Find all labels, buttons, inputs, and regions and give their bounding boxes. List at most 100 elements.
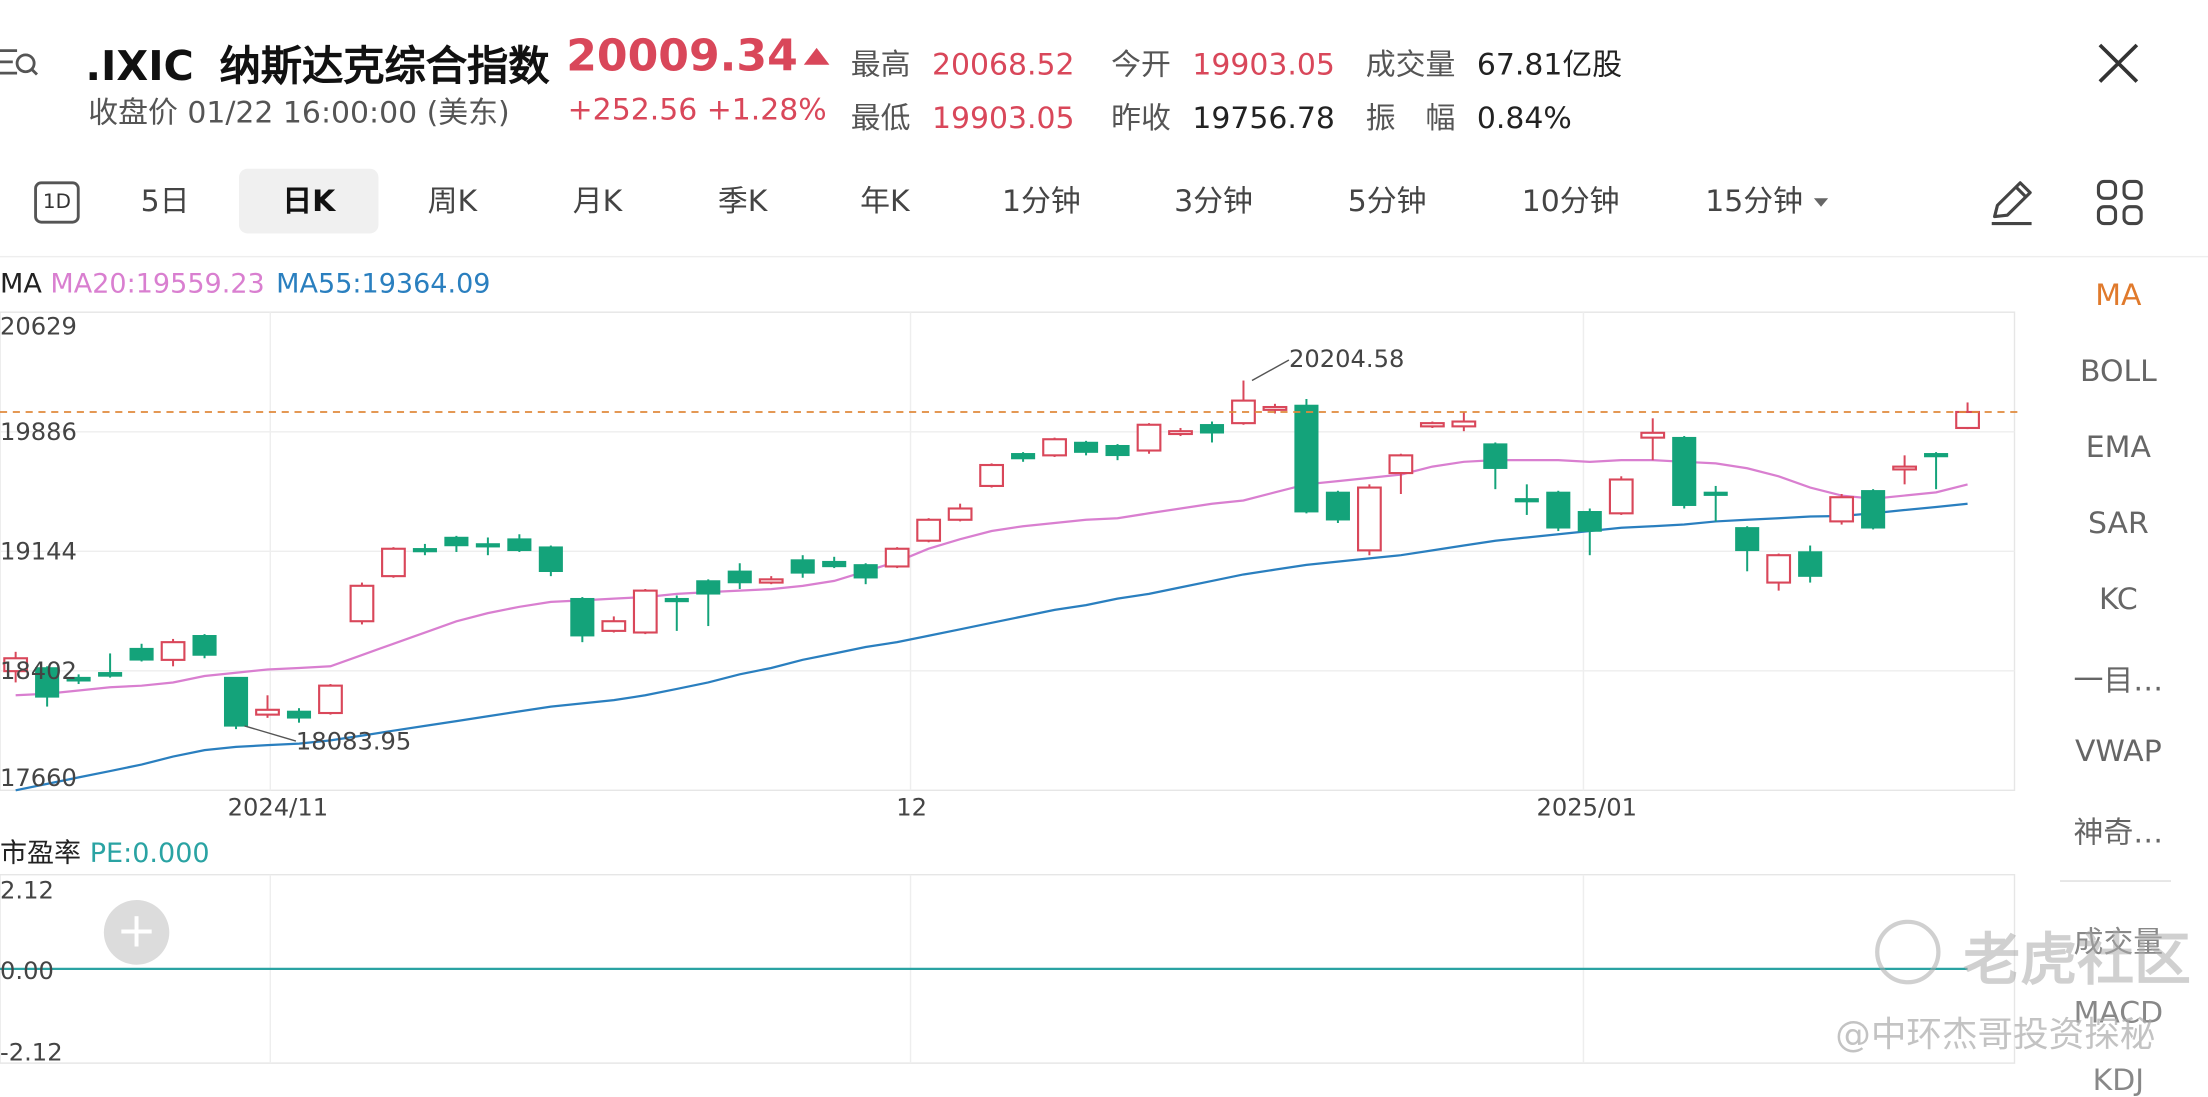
tab-5day[interactable]: 5日 bbox=[140, 184, 190, 218]
tab-5min[interactable]: 5分钟 bbox=[1347, 184, 1427, 218]
close-icon[interactable] bbox=[2091, 37, 2145, 90]
indicator-vwap[interactable]: VWAP bbox=[2074, 734, 2162, 768]
tab-10min[interactable]: 10分钟 bbox=[1521, 184, 1620, 218]
candle-body-down bbox=[853, 564, 878, 579]
y-tick-label: 18402 bbox=[0, 658, 77, 687]
candle-body-up bbox=[1262, 405, 1288, 411]
candle-body-down bbox=[1798, 551, 1823, 577]
indicator-kdj[interactable]: KDJ bbox=[2092, 1063, 2145, 1097]
annotations bbox=[0, 359, 2021, 742]
ma20-value: MA20:19559.23 bbox=[50, 268, 265, 300]
tab-15min-label: 15分钟 bbox=[1705, 184, 1804, 218]
tab-yearly-k[interactable]: 年K bbox=[860, 184, 910, 218]
candle-body-up bbox=[1892, 465, 1918, 471]
indicator-ichimoku[interactable]: 一目… bbox=[2073, 663, 2164, 698]
candle-body-up bbox=[601, 620, 627, 632]
tabbar-divider bbox=[0, 255, 2208, 258]
candle-body-down bbox=[1074, 441, 1099, 453]
candle-body-down bbox=[822, 560, 847, 568]
candle-body-up bbox=[1136, 423, 1162, 452]
stat-value: 19903.05 bbox=[931, 101, 1075, 135]
tab-1min[interactable]: 1分钟 bbox=[1002, 184, 1081, 218]
candle-body-up bbox=[349, 584, 375, 623]
last-price: 20009.34 bbox=[566, 31, 830, 82]
stat-volume: 成交量 67.81亿股 bbox=[1366, 42, 1622, 84]
tab-weekly-k[interactable]: 周K bbox=[427, 184, 478, 218]
candle-body-down bbox=[98, 672, 123, 677]
candle-body-down bbox=[1514, 498, 1539, 503]
candle-body-down bbox=[727, 570, 752, 584]
candle-body-up bbox=[1640, 431, 1666, 439]
indicator-ma[interactable]: MA bbox=[2095, 278, 2142, 313]
candle-body-down bbox=[444, 536, 469, 547]
stat-high: 最高 20068.52 bbox=[851, 42, 1075, 84]
kline-chart[interactable] bbox=[0, 0, 2034, 1080]
x-tick-label: 2025/01 bbox=[1536, 794, 1637, 823]
draw-pencil-icon[interactable] bbox=[1986, 177, 2037, 228]
candle-body-down bbox=[223, 676, 249, 727]
candle-body-up bbox=[1042, 438, 1067, 457]
indicator-boll[interactable]: BOLL bbox=[2079, 354, 2157, 389]
high-annotation-leader bbox=[1251, 359, 1290, 382]
arrow-up-icon bbox=[803, 47, 830, 65]
candle-body-down bbox=[790, 559, 815, 574]
indicator-volume[interactable]: 成交量 bbox=[2073, 925, 2164, 960]
stat-value: 19903.05 bbox=[1192, 47, 1335, 82]
candle-body-up bbox=[381, 547, 406, 578]
candle-body-down bbox=[1924, 453, 1949, 458]
candle-body-down bbox=[1483, 443, 1508, 469]
stat-prev-close: 昨收 19756.78 bbox=[1111, 96, 1335, 138]
pe-legend: 市盈率 PE:0.000 bbox=[0, 833, 210, 871]
y-tick-label: 19144 bbox=[0, 538, 77, 567]
tab-quarterly-k[interactable]: 季K bbox=[717, 184, 768, 218]
chevron-down-icon bbox=[1814, 198, 1829, 207]
ma-lines bbox=[15, 459, 1968, 792]
candle-body-up bbox=[1829, 496, 1855, 523]
ma20-line bbox=[15, 459, 1968, 697]
candle-body-down bbox=[1325, 491, 1350, 521]
candle-body-up bbox=[160, 641, 186, 661]
candle-body-down bbox=[412, 548, 437, 553]
high-annotation: 20204.58 bbox=[1288, 345, 1405, 375]
pe-chart bbox=[0, 873, 2016, 1064]
indicator-separator bbox=[2060, 880, 2172, 882]
pe-label: 市盈率 bbox=[0, 838, 82, 870]
grid-layout-icon[interactable] bbox=[2094, 177, 2145, 228]
y-tick-label: 19886 bbox=[0, 419, 77, 448]
candle-body-up bbox=[1419, 422, 1445, 428]
stat-label: 最低 bbox=[850, 101, 911, 135]
candle-body-down bbox=[538, 546, 563, 573]
add-indicator-button[interactable]: + bbox=[103, 900, 170, 965]
candle-body-up bbox=[1955, 410, 1980, 430]
pe-value: PE:0.000 bbox=[89, 838, 210, 870]
tab-daily-k[interactable]: 日K bbox=[239, 168, 379, 234]
tab-3min[interactable]: 3分钟 bbox=[1174, 184, 1253, 218]
chart-grid bbox=[0, 311, 2016, 792]
candle-body-up bbox=[1451, 420, 1477, 428]
stat-value: 67.81亿股 bbox=[1476, 47, 1623, 82]
tab-monthly-k[interactable]: 月K bbox=[572, 184, 623, 218]
list-search-icon[interactable] bbox=[0, 42, 40, 81]
indicator-ema[interactable]: EMA bbox=[2085, 430, 2151, 465]
candle-body-down bbox=[192, 635, 217, 656]
tab-1d[interactable]: 1D bbox=[34, 181, 80, 224]
stat-value: 19756.78 bbox=[1192, 101, 1335, 135]
candle-body-down bbox=[507, 538, 532, 552]
indicator-sar[interactable]: SAR bbox=[2088, 506, 2149, 540]
stat-label: 振 幅 bbox=[1365, 101, 1456, 135]
stat-open: 今开 19903.05 bbox=[1111, 42, 1335, 84]
indicator-macd[interactable]: MACD bbox=[2073, 995, 2164, 1030]
watermark-brand: 老虎社区 bbox=[1963, 928, 2191, 993]
stat-label: 成交量 bbox=[1365, 47, 1456, 82]
candle-body-up bbox=[632, 589, 658, 634]
index-name: 纳斯达克综合指数 bbox=[219, 42, 550, 90]
ma55-value: MA55:19364.09 bbox=[276, 268, 491, 300]
stat-value: 0.84% bbox=[1476, 101, 1572, 135]
stat-label: 今开 bbox=[1111, 47, 1171, 82]
candle-body-up bbox=[947, 507, 973, 521]
pe-chart-frame bbox=[0, 873, 2016, 1064]
candle-body-down bbox=[475, 543, 500, 548]
indicator-magic[interactable]: 神奇… bbox=[2073, 815, 2164, 850]
tab-15min-dropdown[interactable]: 15分钟 bbox=[1696, 169, 1838, 234]
indicator-kc[interactable]: KC bbox=[2098, 582, 2138, 616]
